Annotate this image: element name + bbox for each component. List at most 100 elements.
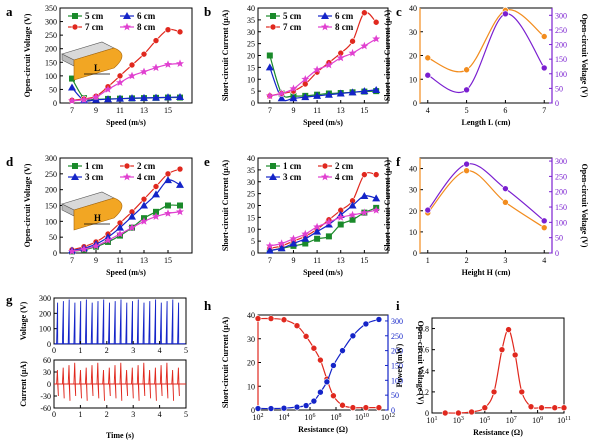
device-inset-a: L xyxy=(61,41,123,81)
marker-h-0-10 xyxy=(349,404,357,411)
marker-e-1-9 xyxy=(372,171,380,178)
marker-c-1-3 xyxy=(540,64,548,72)
xtick-label: 7 xyxy=(268,106,272,115)
xtick-label: 9 xyxy=(94,256,98,265)
marker-b-1-8 xyxy=(360,87,369,95)
marker-h-1-4 xyxy=(302,402,310,409)
xtick-label-exp: 10 xyxy=(363,413,369,419)
ytick-label: 0 xyxy=(53,99,57,108)
ytick-label: 0 xyxy=(251,99,255,108)
marker-d-3-5 xyxy=(128,223,136,232)
marker-b-2-8 xyxy=(361,9,368,17)
xtick-label-base: 10 xyxy=(381,413,389,422)
series-line-5 cm xyxy=(269,55,377,98)
xtick-label: 4 xyxy=(158,346,162,355)
marker-i-0-8 xyxy=(518,388,526,396)
ytick-label: 30 xyxy=(247,28,255,37)
marker-b-1-3 xyxy=(301,93,310,101)
ytick-right-label: 50 xyxy=(391,391,399,400)
marker-b-1-0 xyxy=(265,63,274,71)
panel-b: b 7 9 11 13 15 0 5 10 15 20 25 30 35 40 Speed (m/s) Shor… xyxy=(204,4,389,127)
series-line-1 cm xyxy=(269,207,377,252)
ytick-label: 10 xyxy=(247,75,255,84)
ytick-label: 20 xyxy=(247,202,255,211)
legend-label: 8 cm xyxy=(137,22,156,32)
ytick-right-label: 150 xyxy=(555,55,567,64)
marker-h-0-6 xyxy=(317,356,324,364)
marker-i-0-3 xyxy=(481,404,489,412)
series-line-5 cm xyxy=(71,78,181,101)
xtick-label-exp: 5 xyxy=(487,416,490,422)
marker-h-0-1 xyxy=(267,315,275,322)
ytick-label: 35 xyxy=(247,16,255,25)
ytick-label: 250 xyxy=(45,170,57,179)
marker-a-1-4 xyxy=(116,94,124,102)
marker-d-legend-3 xyxy=(123,172,131,181)
series-line-1 cm xyxy=(71,204,181,253)
xtick-label: 6 xyxy=(503,106,507,115)
marker-d-2-9 xyxy=(176,180,184,188)
marker-h-0-11 xyxy=(362,404,370,411)
marker-d-2-7 xyxy=(152,190,160,198)
ytick-label: 10 xyxy=(409,228,417,237)
inset-label: L xyxy=(94,63,100,73)
marker-i-0-4 xyxy=(490,388,498,396)
marker-e-0-3 xyxy=(302,240,309,247)
marker-e-3-5 xyxy=(324,217,333,226)
ylabel-right: Open-circuit Voltage (V) xyxy=(580,14,589,98)
ytick-label: 100 xyxy=(45,217,57,226)
legend-label: 7 cm xyxy=(85,22,104,32)
xtick-label: 4 xyxy=(158,410,162,419)
ylabel: Voltage (V) xyxy=(19,301,28,340)
marker-a-2-5 xyxy=(128,61,136,69)
series-line-left xyxy=(427,170,545,229)
ytick-label: 30 xyxy=(247,335,255,344)
ytick-right-label: 0 xyxy=(391,406,395,415)
panel-label-d: d xyxy=(6,154,14,169)
panel-label-g: g xyxy=(6,292,13,307)
legend-label: 4 cm xyxy=(335,172,354,182)
marker-i-0-2 xyxy=(468,408,475,416)
xtick-label-exp: 6 xyxy=(313,413,316,419)
marker-e-2-4 xyxy=(313,227,322,235)
marker-a-3-7 xyxy=(152,63,160,72)
ytick-label: 40 xyxy=(247,4,255,13)
marker-h-1-11 xyxy=(362,320,370,328)
legend-label: 4 cm xyxy=(137,172,156,182)
xtick-label: 106 xyxy=(305,413,316,422)
xtick-label: 3 xyxy=(503,256,507,265)
xtick-label-base: 10 xyxy=(331,413,339,422)
marker-e-3-4 xyxy=(313,222,322,231)
ytick-label: 10 xyxy=(409,75,417,84)
marker-b-legend-2 xyxy=(269,23,277,31)
marker-b-1-4 xyxy=(313,91,322,99)
xtick-label-exp: 3 xyxy=(461,416,464,422)
marker-h-0-2 xyxy=(280,316,288,324)
ytick-label: 10 xyxy=(247,225,255,234)
marker-d-1-7 xyxy=(152,183,160,190)
xtick-label: 13 xyxy=(140,106,148,115)
marker-c-1-2 xyxy=(502,10,509,18)
marker-a-3-4 xyxy=(116,78,124,86)
xlabel: Resistance (Ω) xyxy=(298,425,348,434)
marker-b-1-6 xyxy=(336,89,345,97)
xtick-label: 2 xyxy=(465,256,469,265)
ytick-label: 350 xyxy=(45,4,57,13)
ytick-label: 60 xyxy=(43,356,51,365)
series-line-6 cm xyxy=(71,87,181,102)
ytick-label: 0 xyxy=(47,380,51,389)
marker-b-1-7 xyxy=(348,88,357,96)
marker-e-legend-3 xyxy=(321,172,329,181)
marker-d-3-6 xyxy=(140,217,148,225)
xtick-label-exp: 1 xyxy=(435,416,438,422)
marker-a-3-5 xyxy=(128,71,136,80)
ytick-label: 300 xyxy=(45,154,57,163)
marker-b-2-7 xyxy=(349,37,356,45)
xtick-label: 11 xyxy=(116,256,124,265)
ylabel: Short-circuit Current (μA) xyxy=(383,160,392,252)
ytick-label: 5 xyxy=(251,237,255,246)
marker-d-1-9 xyxy=(176,165,184,173)
ylabel-right: Open-circuit Voltage (V) xyxy=(416,321,425,405)
marker-d-3-2 xyxy=(92,241,100,250)
